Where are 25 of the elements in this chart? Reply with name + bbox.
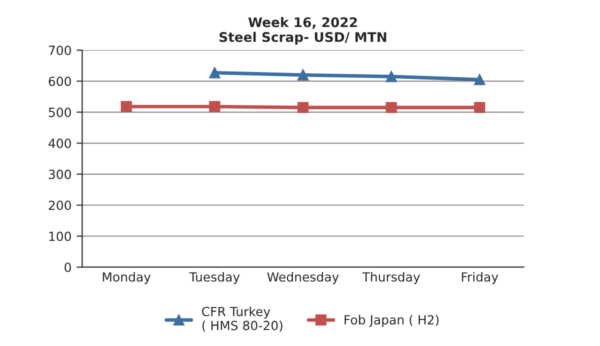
x-tick-label: Friday [462, 272, 498, 284]
y-tick-label: 400 [48, 138, 71, 148]
x-tick-label: Tuesday [189, 272, 240, 284]
y-tick-label: 0 [64, 262, 71, 272]
chart-title: Week 16, 2022 Steel Scrap- USD/ MTN [220, 17, 386, 45]
point [209, 101, 220, 112]
point [386, 102, 397, 114]
point [474, 74, 486, 86]
x-tick-label: Wednesday [267, 272, 339, 284]
y-tick-label: 600 [48, 76, 71, 86]
y-tick-label: 500 [48, 108, 71, 118]
y-tick-label: 700 [48, 46, 71, 56]
point [474, 102, 486, 114]
y-tick-label: 200 [48, 200, 71, 210]
point [297, 69, 309, 81]
x-tick-label: Monday [102, 272, 151, 284]
y-tick-label: 100 [49, 232, 71, 242]
point [209, 67, 220, 78]
point [120, 101, 132, 112]
y-tick-label: 300 [48, 170, 71, 180]
legend-label: Fob Japan ( H2) [344, 314, 439, 327]
legend-label: CFR Turkey ( HMS 80-20) [202, 306, 282, 332]
x-tick-label: Thursday [362, 272, 420, 284]
point [386, 70, 397, 82]
point [297, 102, 309, 114]
